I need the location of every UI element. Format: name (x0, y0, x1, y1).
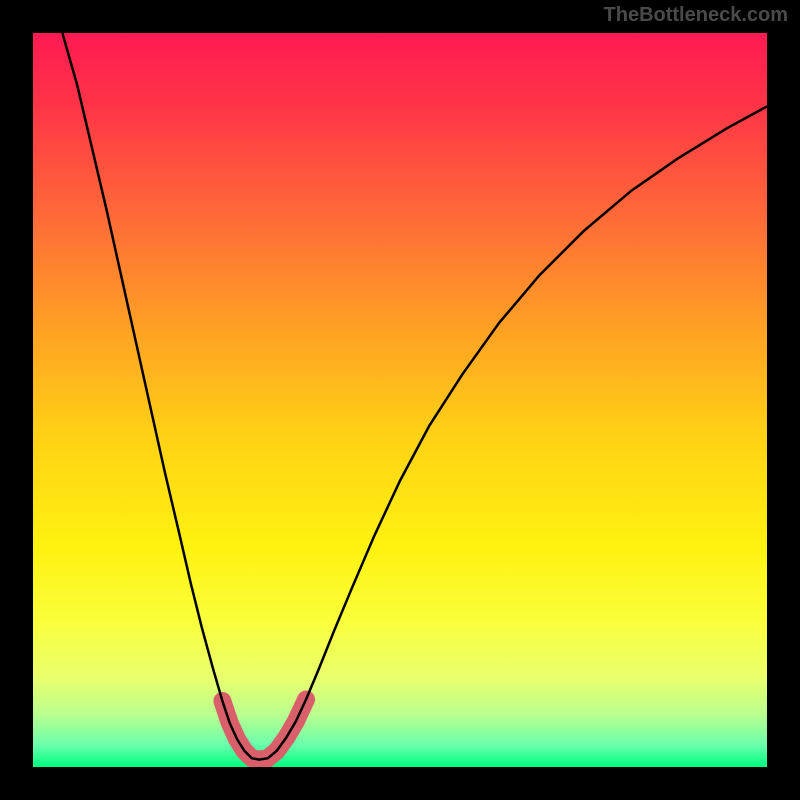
valley-highlight-path (222, 699, 306, 759)
plot-area (33, 33, 767, 767)
curve-layer (33, 33, 767, 767)
bottleneck-curve (62, 33, 767, 760)
watermark-text: TheBottleneck.com (604, 4, 788, 27)
